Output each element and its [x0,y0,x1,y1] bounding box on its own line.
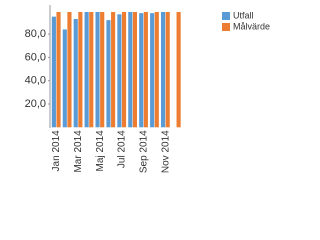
bar [160,11,166,128]
bar [176,11,181,128]
bar [117,14,122,128]
chart: 20,0 40,0 60,0 80,0 Jan 2014 Mar 2014 Maj 2014… [25,5,270,173]
bar [67,11,72,128]
bar [73,18,78,128]
x-tick-label: Nov 2014 [160,130,171,173]
bar [154,11,159,128]
legend-swatch [222,12,230,20]
bar [150,13,155,128]
y-tick-label: 40,0 [25,75,46,87]
x-tick-label: Jan 2014 [51,130,62,172]
bar [100,11,105,128]
bar [84,11,89,128]
legend-swatch [222,23,230,31]
bar [165,11,170,128]
x-tick-label: Mar 2014 [73,130,84,173]
bar [78,11,83,128]
x-tick-label: Jul 2014 [117,130,128,168]
bar [89,11,94,128]
bar [95,11,100,128]
x-tick-label: Maj 2014 [95,130,106,172]
bar [111,11,116,128]
bar [139,13,144,128]
legend-label: Målvärde [233,21,270,31]
y-tick-label: 80,0 [25,28,46,40]
bar [121,11,127,128]
bar [106,20,111,128]
y-tick-label: 20,0 [25,98,46,110]
bar [132,11,138,128]
bar [56,11,61,128]
x-tick-label: Sep 2014 [138,130,149,173]
legend-label: Utfall [233,10,254,20]
bar [51,16,56,128]
bar [128,11,133,128]
y-tick-label: 60,0 [25,51,46,63]
bar [62,29,67,128]
bar [143,11,148,128]
